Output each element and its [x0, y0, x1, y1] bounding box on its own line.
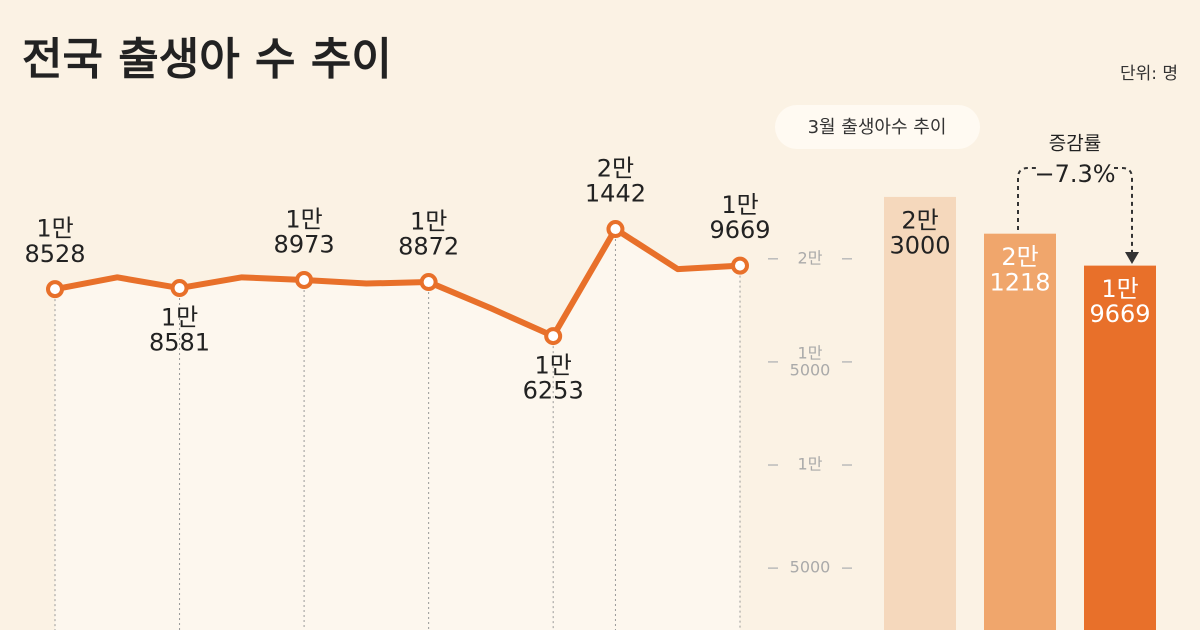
point	[295, 270, 314, 289]
value-label: 2만 1218	[989, 243, 1050, 296]
unit-label: 단위: 명	[1120, 64, 1178, 84]
bar	[1084, 265, 1156, 630]
value-label: 2만 3000	[889, 206, 950, 259]
bar	[984, 233, 1056, 630]
y-tick-label: 1만	[798, 455, 823, 474]
value-label: 2만 1442	[585, 154, 646, 207]
y-tick-label: 1만 5000	[790, 343, 831, 379]
value-label: 1만 8528	[24, 215, 85, 268]
point	[419, 273, 438, 292]
value-label: 1만 8581	[149, 303, 210, 356]
line	[54, 226, 741, 340]
change-label: −7.3%	[1034, 160, 1115, 188]
value-label: 1만 9669	[1089, 275, 1150, 328]
subtitle-pill	[775, 105, 980, 149]
point	[606, 220, 625, 239]
change-arrow	[1017, 167, 1133, 255]
y-tick-label: 2만	[798, 248, 823, 267]
value-label: 1만 6253	[523, 351, 584, 404]
value-label: 1만 9669	[709, 191, 770, 244]
y-tick-label: 5000	[790, 558, 831, 577]
point	[46, 280, 64, 299]
chart-title: 전국 출생아 수 추이	[22, 34, 392, 85]
point	[731, 256, 749, 275]
bar	[884, 196, 956, 630]
area	[55, 229, 740, 630]
point	[544, 327, 563, 346]
value-label: 1만 8973	[274, 205, 335, 258]
annotation: 증감률	[1049, 133, 1101, 155]
bar-chart-title: 3월 출생아수 추이	[808, 117, 947, 138]
arrow-head	[1125, 252, 1139, 264]
point	[170, 279, 189, 298]
value-label: 1만 8872	[398, 207, 459, 260]
